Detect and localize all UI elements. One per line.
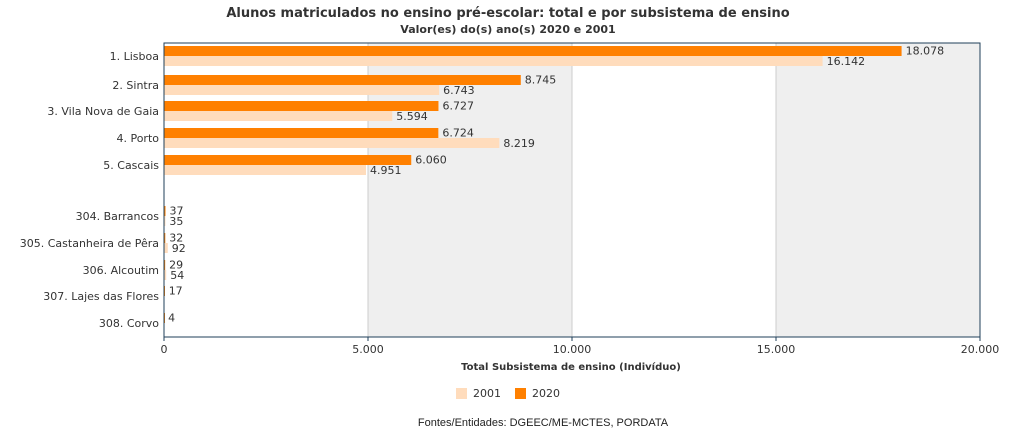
x-tick-label: 5.000 bbox=[352, 343, 384, 356]
bar-2001 bbox=[164, 270, 167, 280]
bar-2020 bbox=[164, 75, 521, 85]
data-label-2001: 4.951 bbox=[370, 164, 402, 177]
legend-swatch-2001 bbox=[456, 388, 467, 399]
data-label-2001: 35 bbox=[169, 215, 183, 228]
legend-swatch-2020 bbox=[515, 388, 526, 399]
data-label-2001: 5.594 bbox=[396, 110, 428, 123]
category-label: 304. Barrancos bbox=[76, 210, 160, 223]
category-label: 305. Castanheira de Pêra bbox=[20, 237, 159, 250]
bar-2020 bbox=[164, 206, 166, 216]
bar-2001 bbox=[164, 216, 166, 226]
chart-title: Alunos matriculados no ensino pré-escola… bbox=[226, 6, 790, 21]
category-label: 1. Lisboa bbox=[110, 50, 159, 63]
x-axis-title: Total Subsistema de ensino (Indivíduo) bbox=[461, 361, 681, 373]
legend-item-2020[interactable]: 2020 bbox=[515, 387, 560, 400]
data-label-2020: 37 bbox=[170, 205, 184, 218]
source-note: Fontes/Entidades: DGEEC/ME-MCTES, PORDAT… bbox=[417, 417, 669, 429]
data-label-2020: 32 bbox=[169, 232, 183, 245]
data-label-2020: 6.060 bbox=[415, 154, 447, 167]
category-label: 308. Corvo bbox=[99, 317, 159, 330]
bar-2020 bbox=[164, 46, 902, 56]
grid-band bbox=[776, 43, 980, 337]
data-label-2020: 29 bbox=[169, 259, 183, 272]
bar-2020 bbox=[164, 155, 412, 165]
data-label-2001: 8.219 bbox=[503, 137, 535, 150]
x-tick-label: 15.000 bbox=[757, 343, 796, 356]
data-label-2001: 92 bbox=[172, 242, 186, 255]
legend-label-2020: 2020 bbox=[532, 387, 560, 400]
data-label-2020: 17 bbox=[169, 285, 183, 298]
category-label: 306. Alcoutim bbox=[83, 264, 159, 277]
chart-legend: 2001 2020 bbox=[0, 387, 1016, 400]
data-label-2020: 18.078 bbox=[906, 45, 945, 58]
data-label-2001: 16.142 bbox=[827, 55, 866, 68]
category-label: 2. Sintra bbox=[112, 79, 159, 92]
bar-2001 bbox=[164, 165, 367, 175]
legend-item-2001[interactable]: 2001 bbox=[456, 387, 501, 400]
bar-2001 bbox=[164, 85, 440, 95]
data-label-2020: 6.727 bbox=[442, 100, 474, 113]
x-tick-label: 20.000 bbox=[961, 343, 1000, 356]
bar-2020 bbox=[164, 233, 166, 243]
category-label: 4. Porto bbox=[116, 132, 159, 145]
data-label-2020: 6.724 bbox=[442, 127, 474, 140]
x-tick-label: 0 bbox=[161, 343, 168, 356]
bar-2001 bbox=[164, 111, 393, 121]
category-label: 3. Vila Nova de Gaia bbox=[47, 105, 159, 118]
data-label-2020: 4 bbox=[168, 312, 175, 325]
category-label: 5. Cascais bbox=[103, 159, 159, 172]
chart-subtitle: Valor(es) do(s) ano(s) 2020 e 2001 bbox=[400, 23, 616, 36]
bar-2020 bbox=[164, 128, 439, 138]
category-label: 307. Lajes das Flores bbox=[43, 290, 159, 303]
bar-2001 bbox=[164, 243, 168, 253]
legend-label-2001: 2001 bbox=[473, 387, 501, 400]
x-tick-label: 10.000 bbox=[553, 343, 592, 356]
data-label-2001: 54 bbox=[170, 269, 184, 282]
data-label-2001: 6.743 bbox=[443, 84, 475, 97]
bar-2020 bbox=[164, 101, 439, 111]
bar-2001 bbox=[164, 138, 500, 148]
data-label-2020: 8.745 bbox=[525, 74, 557, 87]
bar-2020 bbox=[164, 260, 166, 270]
bar-2001 bbox=[164, 56, 823, 66]
